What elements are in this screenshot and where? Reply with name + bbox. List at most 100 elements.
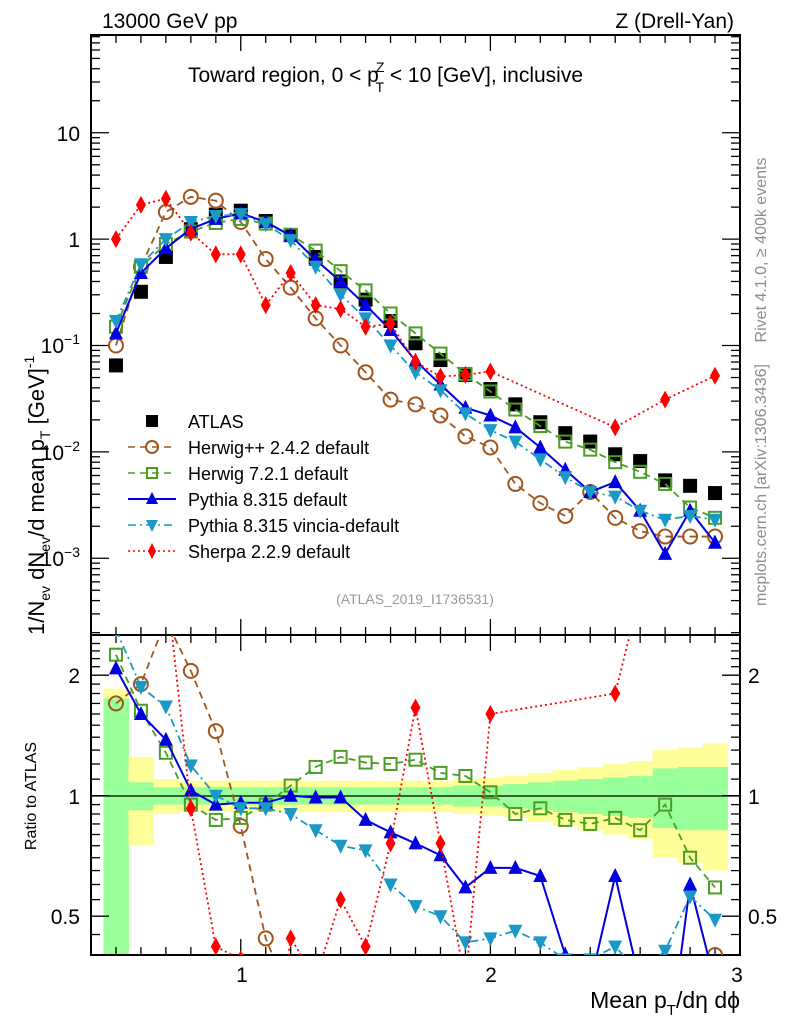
ratio-point [683,876,698,891]
ratio-y-tick-1-left: 1 [68,786,80,809]
legend-marker [146,520,158,532]
data-point [658,476,673,491]
legend-marker [145,440,159,454]
ratio-point [409,1016,423,1024]
ratio-point [508,807,523,822]
x-tick-3: 3 [731,964,743,987]
ratio-point [460,974,470,992]
data-point [483,424,498,439]
data-point [483,382,498,397]
data-point [608,490,623,505]
ratio-point [508,859,523,874]
data-point [608,474,623,489]
plot-title-pre: Toward region, 0 < p [188,64,379,87]
ratio-point [383,756,398,771]
data-point [332,337,349,354]
legend: ATLAS Herwig++ 2.4.2 default Herwig 7.2.1 … [128,412,399,562]
data-point [558,426,573,441]
main-series [107,188,724,560]
ratio-point [233,802,248,817]
ratio-point [483,932,498,947]
analysis-tag: (ATLAS_2019_I1736531) [336,591,494,607]
ratio-point [360,937,371,955]
data-point [533,453,548,468]
ratio-point [408,900,423,915]
ratio-point [433,765,448,780]
data-point [158,240,173,255]
ratio-point [333,749,348,764]
legend-label: ATLAS [188,412,244,432]
data-point [108,325,123,340]
ratio-point [458,768,473,783]
ratio-point [257,930,274,947]
data-point [433,346,448,361]
data-point [607,509,624,526]
data-point [260,296,271,315]
ratio-point [408,835,423,850]
data-point [235,245,246,264]
main-y-axis-label: 1/Nev dNev/d mean pT [GeV]-1 [21,355,53,635]
data-point [508,402,523,417]
series-sherpa-2-2-9-default [110,189,721,437]
ratio-y-tick-2-left: 2 [68,665,80,688]
data-point [682,528,699,545]
header-energy-label: 13000 GeV pp [102,10,237,33]
ratio-point [508,924,523,939]
ratio-point [708,880,723,895]
ratio-point [208,812,223,827]
ratio-point [558,953,573,955]
data-point [408,366,423,381]
ratio-point [608,940,623,955]
ratio-point [308,789,323,804]
ratio-point [258,802,273,817]
series-line [115,195,716,538]
data-point [708,486,723,501]
data-point [110,230,121,249]
ratio-point [208,789,223,804]
data-point [435,367,446,386]
data-point [710,366,721,385]
data-point [158,233,173,248]
stat-uncertainty-band [702,766,729,831]
ratio-point [309,1016,323,1024]
ratio-point [533,868,548,883]
ratio-point [107,695,124,712]
ratio-point [683,850,698,865]
rivet-version-label: Rivet 4.1.0, ≥ 400k events [753,158,770,343]
data-point [182,188,199,205]
ratio-point [114,635,118,638]
data-point [135,195,146,214]
data-point [358,297,373,312]
ratio-point [335,890,346,909]
axis-ticks [90,35,741,956]
data-point [457,428,474,445]
series-line [115,217,716,519]
data-point [357,364,374,381]
data-point [108,315,123,330]
data-point [358,283,373,298]
ratio-point [458,1016,472,1024]
ratio-point [283,808,298,823]
ratio-point [410,698,421,717]
ratio-point [433,847,448,862]
ratio-point [658,797,673,812]
legend-marker [146,415,158,427]
plot-title-sup: Z [376,59,385,75]
ratio-point [658,944,673,955]
legend-item-sherpa-2-2-9-default: Sherpa 2.2.9 default [128,542,350,562]
ratio-point [183,759,198,774]
plot-title-sub: T [375,79,384,95]
ratio-line [115,654,716,889]
data-point [483,384,498,399]
data-point [382,391,399,408]
stat-uncertainty-band [627,775,654,818]
y-tick-1: 1 [68,229,80,252]
ratio-line [115,635,716,955]
data-point [333,273,348,288]
ratio-point [558,812,573,827]
data-point [460,365,471,384]
legend-item-pythia-8-315-vincia-default: Pythia 8.315 vincia-default [128,516,399,536]
legend-item-herwig-2-4-2-default: Herwig++ 2.4.2 default [128,438,369,458]
data-point [207,192,224,209]
